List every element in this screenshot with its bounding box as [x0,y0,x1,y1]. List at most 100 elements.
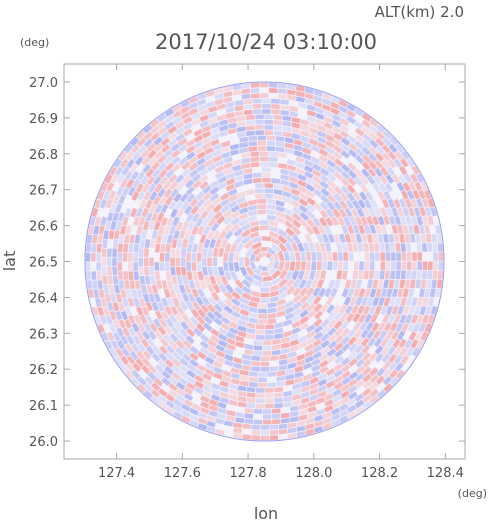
radar-cell [163,148,174,158]
radar-cell [144,383,154,393]
radar-cell [154,364,164,374]
radar-cell [316,261,322,271]
radar-cell [218,247,225,257]
radar-cell [251,241,262,250]
radar-cell [369,395,379,404]
radar-cell [361,119,371,129]
radar-cell [234,335,245,343]
radar-cell [171,149,181,159]
radar-cell [151,161,161,171]
radar-cell [224,283,234,294]
radar-cell [305,183,315,192]
radar-cell [157,401,168,410]
radar-cell [400,243,406,252]
radar-cell [133,262,139,271]
radar-cell [150,275,156,285]
radar-cell [387,159,397,169]
radar-cell [145,168,155,178]
radar-cell [175,174,185,184]
radar-cell [246,120,255,126]
radar-cell [287,356,297,364]
radar-cell [373,337,383,348]
radar-cell [280,418,290,424]
radar-cell [260,356,270,361]
radar-cell [157,154,167,164]
radar-cell [416,243,422,252]
radar-cell [417,252,423,261]
radar-cell [171,156,181,165]
radar-cell [121,186,130,197]
radar-cell [236,131,246,138]
radar-cell [164,121,175,130]
radar-cell [255,329,265,335]
radar-cell [272,344,281,351]
radar-cell [341,363,351,373]
radar-cell [144,266,150,276]
radar-cell [247,215,257,223]
radar-cell [125,151,134,161]
radar-cell [284,312,295,321]
radar-cell [288,170,299,178]
radar-cell [176,305,185,316]
radar-cell [130,137,140,147]
radar-cell [191,173,202,183]
radar-cell [185,145,196,154]
radar-cell [375,353,384,363]
radar-cell [262,414,272,420]
radar-cell [320,270,327,280]
radar-cell [284,261,291,272]
radar-cell [359,191,368,201]
radar-cell [266,209,276,216]
radar-cell [147,371,157,381]
radar-cell [229,242,238,253]
radar-cell [137,171,146,181]
radar-cell [196,225,205,236]
radar-cell [112,319,121,329]
radar-cell [299,211,310,221]
radar-cell [253,340,263,346]
radar-cell [341,342,351,352]
radar-cell [395,369,405,379]
radar-cell [383,383,393,393]
radar-cell [138,216,146,226]
radar-cell [306,294,316,305]
radar-cell [380,166,389,177]
radar-cell [223,91,233,98]
radar-cell [117,243,123,253]
radar-cell [237,385,247,392]
radar-cell [319,353,329,362]
radar-cell [243,168,253,174]
radar-cell [86,234,93,244]
radar-cell [414,331,423,341]
y-tick-label: 26.3 [29,327,58,342]
radar-cell [377,190,386,201]
radar-cell [215,418,225,425]
radar-cell [120,310,129,321]
radar-cell [109,348,118,358]
radar-cell [178,284,186,294]
radar-cell [317,136,327,144]
radar-cell [327,251,333,261]
radar-cell [116,174,125,184]
radar-cell [271,270,282,280]
radar-cell [289,105,299,112]
radar-cell [262,172,271,178]
radar-cell [172,216,180,227]
radar-cell [142,350,152,360]
radar-cell [308,132,319,141]
radar-cell [254,256,261,262]
radar-cell [183,399,194,407]
radar-cell [223,85,233,92]
radar-cell [298,408,308,416]
radar-cell [280,179,290,186]
radar-cell [367,337,376,348]
radar-cell [344,279,352,289]
radar-cell [200,304,210,314]
radar-cell [249,382,258,388]
radar-cell [154,262,160,271]
radar-cell [107,302,114,312]
radar-cell [213,372,223,380]
radar-cell [397,224,404,234]
radar-cell [118,151,128,161]
radar-cell [129,234,136,244]
